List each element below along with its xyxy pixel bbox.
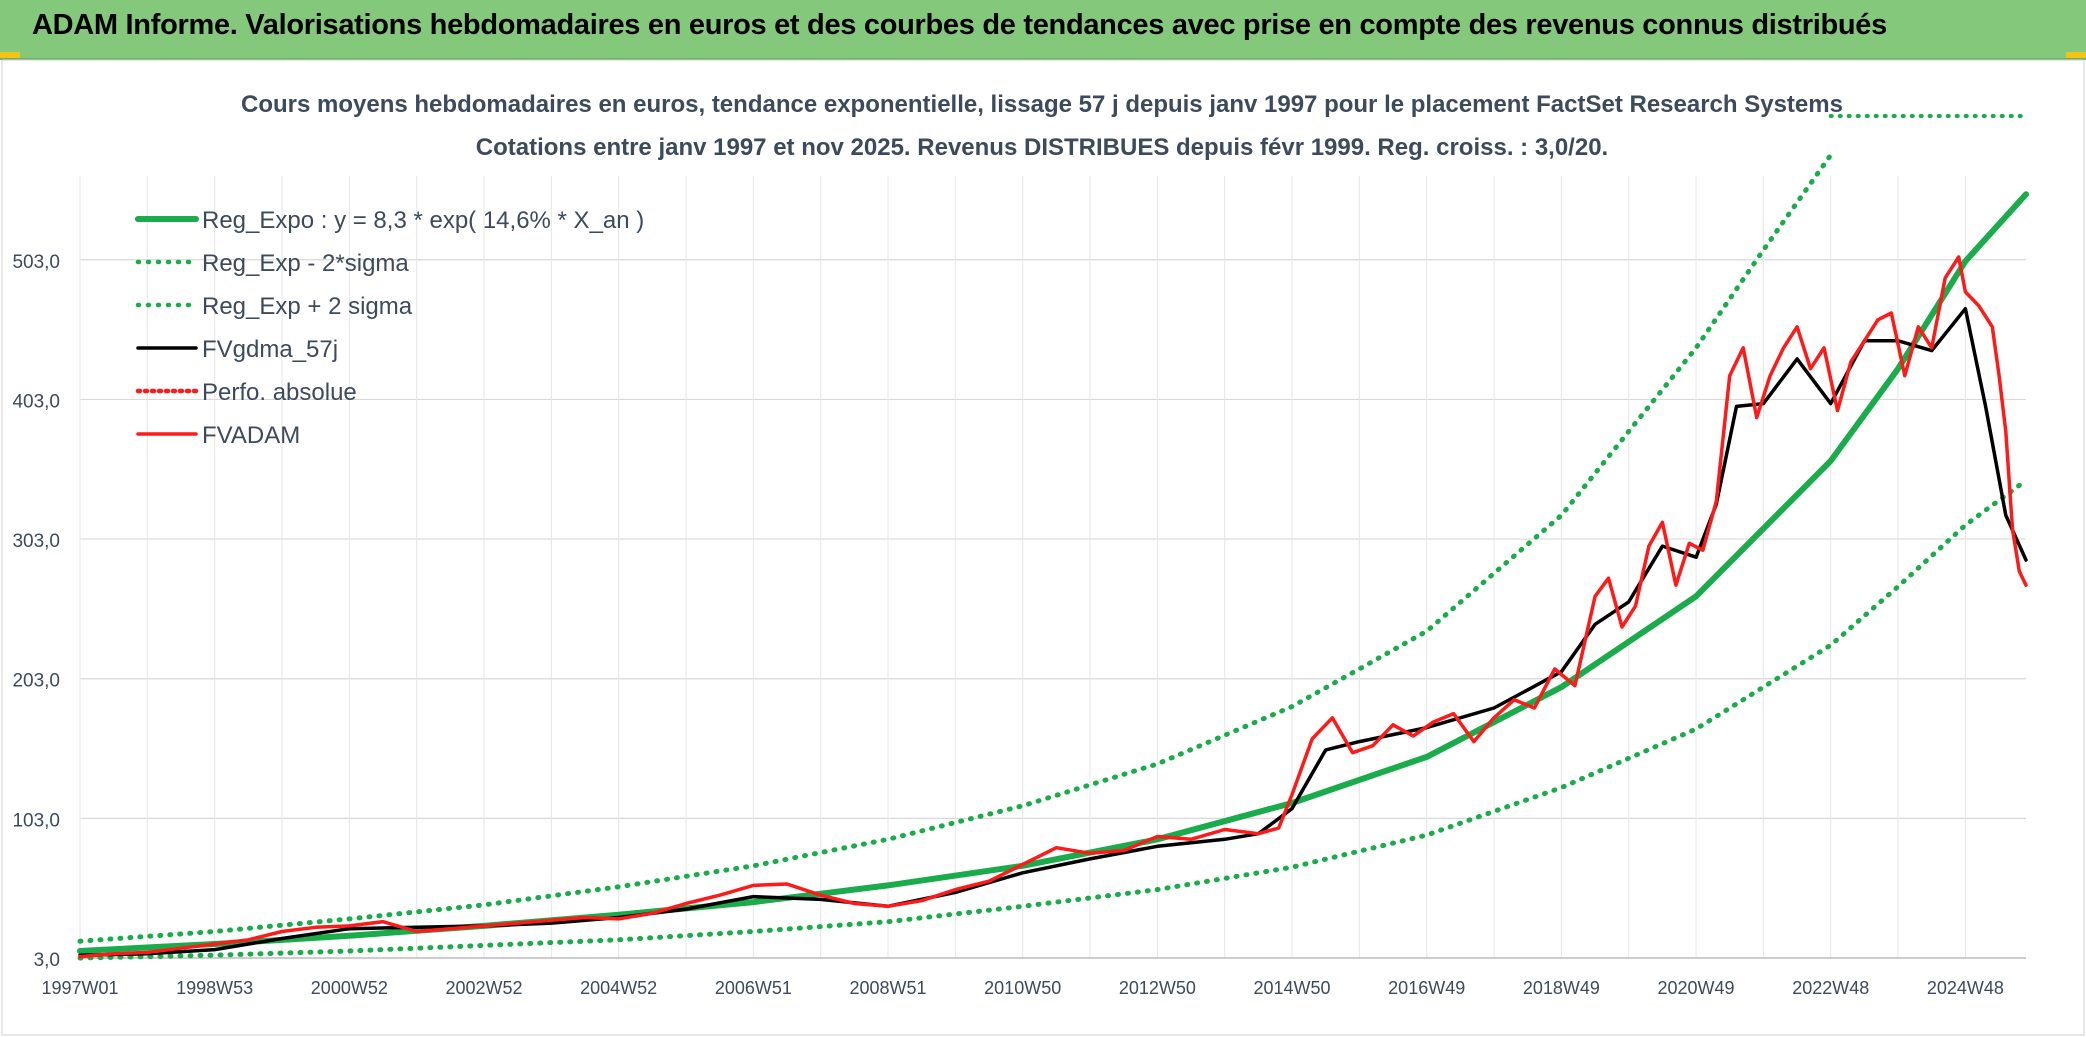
x-tick-label: 2018W49 bbox=[1523, 978, 1600, 998]
regression-plus-2-sigma-line bbox=[77, 152, 1834, 944]
report-title: ADAM Informe. Valorisations hebdomadaire… bbox=[32, 9, 1887, 41]
y-axis-ticks: 3,0 103,0 203,0 303,0 403,0 503,0 bbox=[12, 252, 60, 971]
x-tick-label: 2024W48 bbox=[1927, 978, 2004, 998]
x-tick-label: 2014W50 bbox=[1254, 978, 1331, 998]
legend-label: Reg_Exp + 2 sigma bbox=[202, 293, 413, 320]
x-tick-label: 2020W49 bbox=[1658, 978, 1735, 998]
legend: Reg_Expo : y = 8,3 * exp( 14,6% * X_an )… bbox=[135, 207, 644, 449]
y-tick-label: 303,0 bbox=[12, 531, 60, 552]
corner-marker bbox=[2066, 52, 2086, 58]
price-line bbox=[78, 255, 2028, 959]
x-tick-label: 2002W52 bbox=[445, 978, 522, 998]
y-tick-label: 3,0 bbox=[34, 950, 60, 971]
legend-label: Reg_Exp - 2*sigma bbox=[202, 250, 409, 277]
legend-label: Reg_Expo : y = 8,3 * exp( 14,6% * X_an ) bbox=[202, 207, 644, 234]
regression-minus-2-sigma-line bbox=[77, 477, 2029, 961]
x-tick-label: 2008W51 bbox=[849, 978, 926, 998]
legend-label: FVgdma_57j bbox=[202, 336, 338, 363]
series-group bbox=[77, 114, 2029, 961]
x-tick-label: 2016W49 bbox=[1388, 978, 1465, 998]
x-axis-ticks: 1997W01 1998W53 2000W52 2002W52 2004W52 2006W… bbox=[41, 978, 2003, 998]
x-tick-label: 2000W52 bbox=[311, 978, 388, 998]
y-tick-label: 103,0 bbox=[12, 810, 60, 831]
x-tick-label: 2006W51 bbox=[715, 978, 792, 998]
report-banner: ADAM Informe. Valorisations hebdomadaire… bbox=[0, 0, 2086, 60]
smoothed-line bbox=[78, 306, 2028, 957]
x-tick-label: 1997W01 bbox=[41, 978, 118, 998]
x-tick-label: 2012W50 bbox=[1119, 978, 1196, 998]
x-tick-label: 1998W53 bbox=[176, 978, 253, 998]
chart-subtitle: Cotations entre janv 1997 et nov 2025. R… bbox=[476, 134, 1608, 161]
y-tick-label: 203,0 bbox=[12, 671, 60, 692]
gridlines bbox=[79, 176, 2026, 959]
x-tick-label: 2022W48 bbox=[1792, 978, 1869, 998]
y-tick-label: 403,0 bbox=[12, 391, 60, 412]
legend-label: Perfo. absolue bbox=[202, 379, 357, 406]
x-tick-label: 2010W50 bbox=[984, 978, 1061, 998]
corner-marker bbox=[0, 52, 20, 58]
legend-label: FVADAM bbox=[202, 422, 300, 449]
chart-title: Cours moyens hebdomadaires en euros, ten… bbox=[241, 91, 1843, 118]
chart-area: Cours moyens hebdomadaires en euros, ten… bbox=[1, 59, 2085, 1036]
y-tick-label: 503,0 bbox=[12, 252, 60, 273]
x-tick-label: 2004W52 bbox=[580, 978, 657, 998]
